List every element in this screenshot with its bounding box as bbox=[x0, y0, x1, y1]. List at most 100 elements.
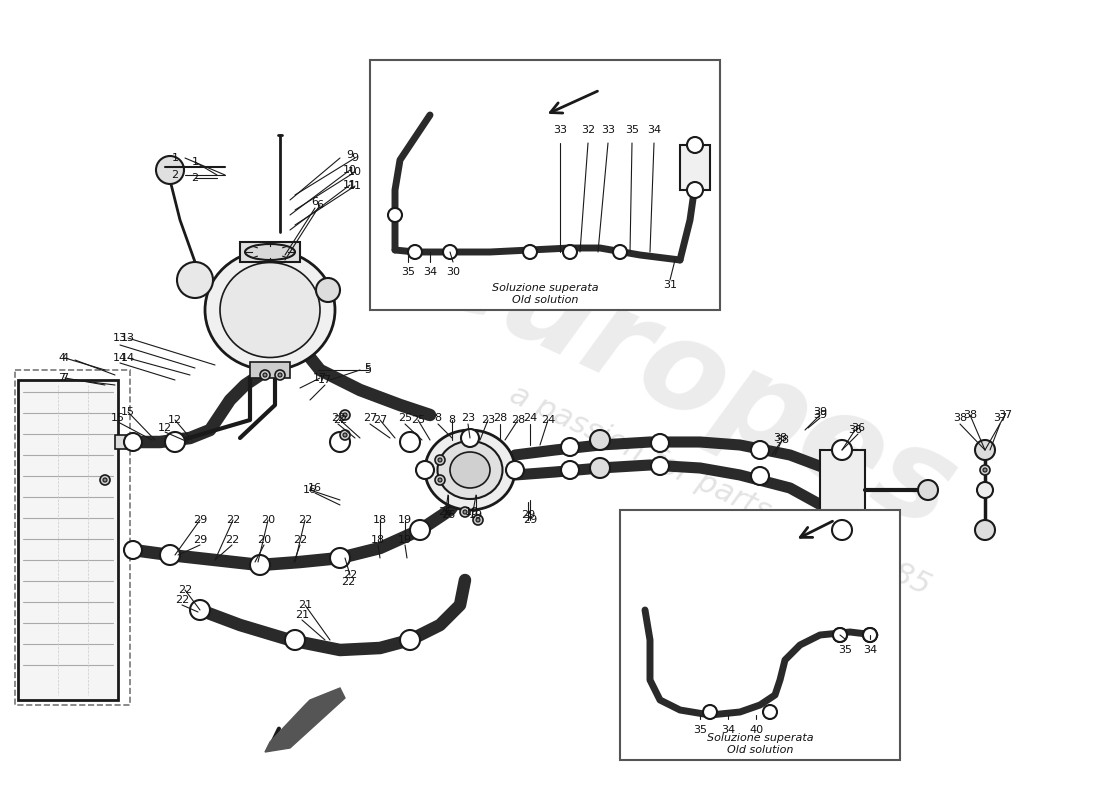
Text: 23: 23 bbox=[461, 413, 475, 423]
Circle shape bbox=[833, 628, 847, 642]
Circle shape bbox=[100, 475, 110, 485]
Text: 16: 16 bbox=[302, 485, 317, 495]
Text: Old solution: Old solution bbox=[512, 295, 579, 305]
Text: 17: 17 bbox=[312, 373, 327, 383]
Text: 8: 8 bbox=[434, 413, 441, 423]
Text: 29: 29 bbox=[192, 535, 207, 545]
Text: 38: 38 bbox=[962, 410, 977, 420]
Text: 27: 27 bbox=[363, 413, 377, 423]
Text: 13: 13 bbox=[121, 333, 135, 343]
Circle shape bbox=[980, 465, 990, 475]
Circle shape bbox=[688, 182, 703, 198]
Circle shape bbox=[461, 429, 478, 447]
Text: 34: 34 bbox=[647, 125, 661, 135]
Text: 18: 18 bbox=[373, 515, 387, 525]
Text: 14: 14 bbox=[113, 353, 128, 363]
Circle shape bbox=[460, 507, 470, 517]
Text: 17: 17 bbox=[318, 375, 332, 385]
Text: 22: 22 bbox=[331, 413, 345, 423]
Text: 1: 1 bbox=[191, 157, 198, 167]
Circle shape bbox=[463, 510, 467, 514]
Text: 38: 38 bbox=[953, 413, 967, 423]
Text: 35: 35 bbox=[693, 725, 707, 735]
Circle shape bbox=[506, 461, 524, 479]
Text: 35: 35 bbox=[402, 267, 415, 277]
Ellipse shape bbox=[205, 250, 336, 370]
Text: 28: 28 bbox=[493, 413, 507, 423]
Text: 33: 33 bbox=[553, 125, 566, 135]
Circle shape bbox=[388, 208, 401, 222]
Text: 5: 5 bbox=[364, 363, 372, 373]
Circle shape bbox=[408, 245, 422, 259]
Circle shape bbox=[343, 413, 346, 417]
Text: 21: 21 bbox=[295, 610, 309, 620]
Text: 2: 2 bbox=[172, 170, 178, 180]
Text: 7: 7 bbox=[62, 373, 68, 383]
Circle shape bbox=[434, 455, 446, 465]
Circle shape bbox=[975, 520, 996, 540]
Circle shape bbox=[343, 433, 346, 437]
Circle shape bbox=[103, 478, 107, 482]
Circle shape bbox=[613, 245, 627, 259]
Circle shape bbox=[438, 478, 442, 482]
Circle shape bbox=[651, 457, 669, 475]
Circle shape bbox=[263, 373, 267, 377]
Text: 16: 16 bbox=[308, 483, 322, 493]
Text: 22: 22 bbox=[226, 515, 240, 525]
Text: 7: 7 bbox=[58, 373, 66, 383]
Text: a passion for parts since 1985: a passion for parts since 1985 bbox=[505, 379, 935, 601]
Circle shape bbox=[250, 555, 270, 575]
Circle shape bbox=[561, 461, 579, 479]
Bar bbox=[116, 435, 133, 449]
Circle shape bbox=[260, 370, 270, 380]
Circle shape bbox=[316, 278, 340, 302]
Circle shape bbox=[416, 461, 434, 479]
Circle shape bbox=[476, 518, 480, 522]
Text: 38: 38 bbox=[773, 433, 788, 443]
Text: 10: 10 bbox=[348, 167, 362, 177]
Circle shape bbox=[400, 630, 420, 650]
Circle shape bbox=[864, 628, 877, 642]
Circle shape bbox=[751, 467, 769, 485]
Text: 30: 30 bbox=[446, 267, 460, 277]
Text: 20: 20 bbox=[257, 535, 271, 545]
Circle shape bbox=[124, 541, 142, 559]
Circle shape bbox=[330, 432, 350, 452]
Circle shape bbox=[563, 245, 578, 259]
Circle shape bbox=[977, 482, 993, 498]
Ellipse shape bbox=[220, 262, 320, 358]
Bar bbox=[240, 242, 300, 262]
Text: 22: 22 bbox=[178, 585, 192, 595]
Text: 24: 24 bbox=[522, 413, 537, 423]
Circle shape bbox=[190, 600, 210, 620]
Text: 40: 40 bbox=[749, 725, 763, 735]
Text: 28: 28 bbox=[510, 415, 525, 425]
Circle shape bbox=[340, 430, 350, 440]
Ellipse shape bbox=[450, 452, 490, 488]
Text: 37: 37 bbox=[998, 410, 1012, 420]
Text: 19: 19 bbox=[465, 507, 480, 517]
Circle shape bbox=[688, 137, 703, 153]
Text: 32: 32 bbox=[581, 125, 595, 135]
Ellipse shape bbox=[245, 244, 295, 260]
Text: 22: 22 bbox=[341, 577, 355, 587]
Text: 22: 22 bbox=[293, 535, 307, 545]
Circle shape bbox=[285, 630, 305, 650]
Circle shape bbox=[561, 438, 579, 456]
Text: Soluzione superata: Soluzione superata bbox=[492, 283, 598, 293]
Circle shape bbox=[983, 468, 987, 472]
Bar bbox=[620, 510, 900, 760]
Text: 31: 31 bbox=[663, 280, 676, 290]
Ellipse shape bbox=[425, 430, 515, 510]
Bar bbox=[820, 450, 865, 530]
Text: 22: 22 bbox=[298, 515, 312, 525]
Circle shape bbox=[651, 434, 669, 452]
Circle shape bbox=[275, 370, 285, 380]
Circle shape bbox=[124, 433, 142, 451]
Text: 36: 36 bbox=[851, 423, 865, 433]
Text: 24: 24 bbox=[541, 415, 556, 425]
Circle shape bbox=[832, 440, 852, 460]
Bar bbox=[250, 362, 290, 378]
Text: 6: 6 bbox=[317, 200, 323, 210]
Text: 29: 29 bbox=[192, 515, 207, 525]
